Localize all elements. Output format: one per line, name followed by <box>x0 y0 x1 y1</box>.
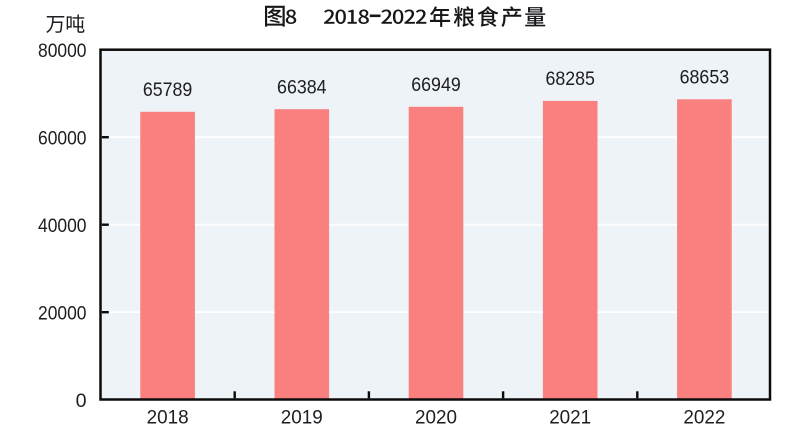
svg-text:2020: 2020 <box>415 406 457 428</box>
svg-text:2018: 2018 <box>147 406 189 428</box>
svg-text:66384: 66384 <box>277 77 327 99</box>
svg-text:65789: 65789 <box>143 79 193 101</box>
svg-text:40000: 40000 <box>38 215 87 237</box>
svg-text:80000: 80000 <box>38 40 87 62</box>
svg-text:0: 0 <box>76 390 87 412</box>
svg-text:60000: 60000 <box>38 128 87 150</box>
svg-text:68285: 68285 <box>545 68 595 90</box>
svg-text:20000: 20000 <box>38 303 87 325</box>
svg-text:2021: 2021 <box>549 406 591 428</box>
svg-text:2022: 2022 <box>683 406 725 428</box>
svg-text:66949: 66949 <box>411 74 461 96</box>
svg-text:2019: 2019 <box>281 406 323 428</box>
svg-text:68653: 68653 <box>680 67 730 89</box>
